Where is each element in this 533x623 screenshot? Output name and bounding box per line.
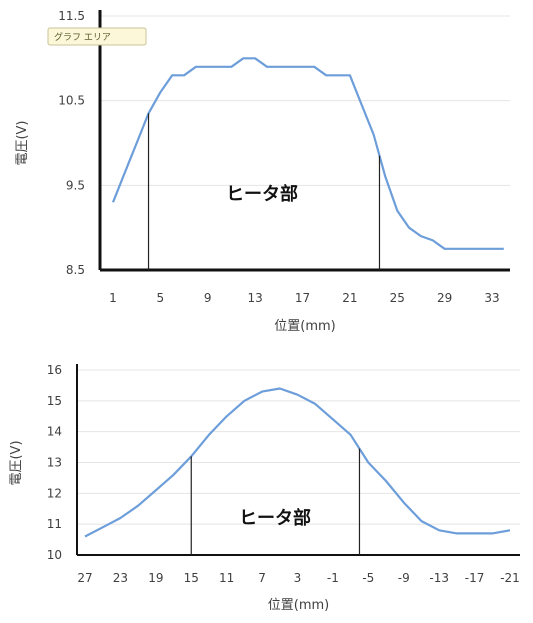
y-tick-label: 16	[47, 363, 62, 377]
x-axis-title: 位置(mm)	[268, 598, 329, 613]
x-tick-label: 29	[437, 291, 452, 305]
x-tick-label: -21	[500, 571, 520, 585]
x-tick-label: 25	[390, 291, 405, 305]
x-tick-label: 21	[342, 291, 357, 305]
x-tick-label: 15	[184, 571, 199, 585]
x-tick-label: -13	[429, 571, 449, 585]
series-line	[111, 57, 504, 250]
x-tick-label: 23	[113, 571, 128, 585]
x-tick-label: 7	[258, 571, 266, 585]
x-tick-label: 19	[148, 571, 163, 585]
y-tick-label: 11	[47, 517, 62, 531]
y-axis-title: 電圧(V)	[15, 120, 30, 165]
x-axis-title: 位置(mm)	[274, 319, 335, 334]
x-tick-label: 17	[295, 291, 310, 305]
x-tick-label: 3	[294, 571, 302, 585]
x-tick-label: -9	[398, 571, 410, 585]
y-tick-label: 8.5	[66, 263, 85, 277]
chart-2-group	[76, 364, 520, 556]
x-tick-label: 33	[484, 291, 499, 305]
x-tick-label: 9	[204, 291, 212, 305]
y-tick-label: 14	[47, 425, 62, 439]
x-tick-label: 27	[77, 571, 92, 585]
chart-area-tooltip-text: グラフ エリア	[54, 31, 111, 43]
y-tick-label: 13	[47, 456, 62, 470]
heater-region-label: ヒータ部	[226, 183, 298, 205]
x-tick-label: 13	[247, 291, 262, 305]
y-tick-label: 12	[47, 486, 62, 500]
x-tick-label: -17	[465, 571, 485, 585]
y-tick-label: 15	[47, 394, 62, 408]
y-tick-label: 10	[47, 548, 62, 562]
x-tick-label: 1	[109, 291, 117, 305]
x-tick-label: 11	[219, 571, 234, 585]
series-line	[84, 387, 511, 538]
chart-area-tooltip	[47, 27, 147, 46]
y-tick-label: 10.5	[58, 94, 85, 108]
x-tick-label: 5	[157, 291, 165, 305]
x-tick-label: -5	[362, 571, 374, 585]
y-tick-label: 11.5	[58, 9, 85, 23]
y-axis-title: 電圧(V)	[9, 440, 24, 485]
chart-1-group	[98, 10, 510, 272]
y-tick-label: 9.5	[66, 178, 85, 192]
x-tick-label: -1	[327, 571, 339, 585]
heater-region-label: ヒータ部	[239, 507, 311, 529]
